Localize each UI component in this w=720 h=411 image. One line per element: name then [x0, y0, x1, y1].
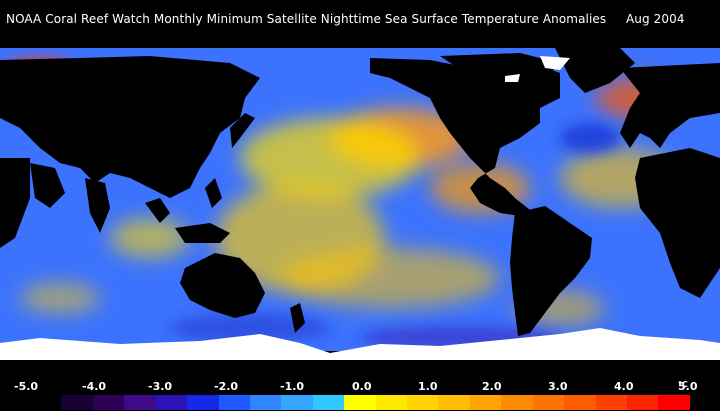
color-bin [375, 395, 408, 410]
color-bin [595, 395, 628, 410]
color-bin [312, 395, 345, 410]
eurasia [620, 63, 720, 148]
color-bin [92, 395, 125, 410]
color-bin [658, 395, 690, 410]
scale-label: -5.0 [14, 380, 39, 393]
color-bin [249, 395, 282, 410]
arctic-ice [505, 56, 570, 82]
africa [635, 148, 720, 298]
scale-label: 2.0 [482, 380, 502, 393]
north-edge [0, 38, 720, 48]
antarctic-ice [0, 328, 720, 360]
map-date: Aug 2004 [626, 12, 685, 26]
landmasses [0, 48, 720, 336]
greenland [555, 48, 635, 93]
australia [180, 253, 265, 318]
title-text: NOAA Coral Reef Watch Monthly Minimum Sa… [6, 12, 607, 26]
color-bin [30, 395, 62, 410]
color-bin [627, 395, 659, 410]
color-bin [155, 395, 188, 410]
scale-labels: -5.0 -4.0 -3.0 -2.0 -1.0 0.0 1.0 2.0 3.0… [0, 380, 720, 394]
north-america [370, 58, 560, 216]
scale-label: 3.0 [548, 380, 568, 393]
color-bin [532, 395, 565, 410]
color-bin [61, 395, 93, 410]
color-bin [124, 395, 156, 410]
color-bin [218, 395, 250, 410]
color-bin [469, 395, 502, 410]
color-bin [187, 395, 219, 410]
scale-label: 0.0 [352, 380, 372, 393]
color-bin [501, 395, 533, 410]
scale-label: 5.0 °C [678, 380, 698, 393]
scale-label: -1.0 [280, 380, 305, 393]
color-bin [407, 395, 439, 410]
sst-anomaly-map [0, 38, 720, 373]
color-bin [564, 395, 596, 410]
map-title: NOAA Coral Reef Watch Monthly Minimum Sa… [6, 12, 714, 26]
color-bin [281, 395, 313, 410]
color-scale-bar [30, 394, 690, 410]
scale-label: -4.0 [82, 380, 107, 393]
south-america [510, 206, 592, 336]
color-bin [344, 395, 376, 410]
scale-label: 4.0 [614, 380, 634, 393]
color-bin [438, 395, 470, 410]
south-edge [0, 360, 720, 373]
scale-label: -3.0 [148, 380, 173, 393]
scale-label: 1.0 [418, 380, 438, 393]
scale-label: -2.0 [214, 380, 239, 393]
